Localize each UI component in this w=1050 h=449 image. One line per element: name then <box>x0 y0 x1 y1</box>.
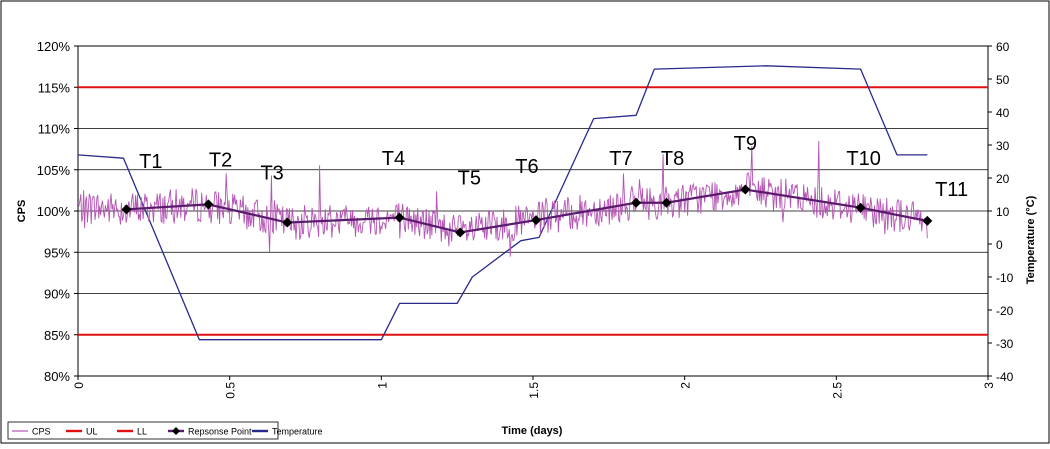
response-point-marker <box>455 227 466 238</box>
x-tick-label: 0.5 <box>224 382 238 399</box>
response-point-marker <box>740 184 751 195</box>
y-right-tick-label: -30 <box>996 337 1014 351</box>
response-point-label: T10 <box>846 148 880 170</box>
x-tick-label: 1.5 <box>527 382 541 399</box>
legend-label: UL <box>86 427 98 437</box>
y-right-tick-label: 40 <box>996 106 1010 120</box>
response-point-label: T9 <box>734 133 757 155</box>
y-axis-right-label: Temperature (°C) <box>1025 195 1037 284</box>
response-point-label: T8 <box>661 148 684 170</box>
response-point-marker <box>203 199 214 210</box>
y-left-tick-label: 115% <box>38 80 71 95</box>
y-right-tick-label: 10 <box>996 205 1010 219</box>
response-point-label: T2 <box>209 149 232 171</box>
y-left-tick-label: 80% <box>44 369 70 384</box>
y-left-tick-label: 110% <box>38 122 71 137</box>
y-left-tick-label: 100% <box>37 204 71 219</box>
x-tick-label: 1 <box>375 382 389 389</box>
response-point-label: T4 <box>382 148 405 170</box>
response-point-marker <box>394 212 405 223</box>
response-point-marker <box>282 217 293 228</box>
response-point-marker <box>855 202 866 213</box>
y-left-tick-label: 95% <box>44 245 70 260</box>
y-right-tick-label: 50 <box>996 73 1010 87</box>
response-point-label: T6 <box>515 156 538 178</box>
y-right-tick-label: 20 <box>996 172 1010 186</box>
legend-label: Temperature <box>272 427 323 437</box>
annotation-layer: T1 T2 T3 T4 T5 T6 T7 T8 T9 T10 T11 <box>139 133 968 201</box>
legend-label: CPS <box>32 427 51 437</box>
y-left-tick-label: 120% <box>37 39 71 54</box>
legend-label: LL <box>137 427 147 437</box>
y-right-tick-label: -20 <box>996 304 1014 318</box>
x-tick-label: 3 <box>982 382 996 389</box>
legend-marker <box>172 427 180 435</box>
response-point-label: T11 <box>935 179 968 201</box>
x-tick-label: 2 <box>679 382 693 389</box>
y-right-tick-label: -40 <box>996 370 1014 384</box>
response-point-marker <box>121 204 132 215</box>
response-point-marker <box>922 215 933 226</box>
y-left-tick-label: 90% <box>44 287 70 302</box>
response-point-label: T7 <box>609 148 632 170</box>
x-tick-label: 2.5 <box>830 382 844 399</box>
response-point-marker <box>531 215 542 226</box>
y-axis-left-label: CPS <box>16 200 28 223</box>
cps-series-line <box>77 140 928 257</box>
legend-box <box>7 421 279 440</box>
legend-label: Repsonse Point <box>188 427 252 437</box>
y-right-tick-label: 60 <box>996 40 1010 54</box>
axis-layer: 80% 85% 90% 95% 100% 105% 110% 115% 120% -40 -30 -2… <box>37 39 1014 399</box>
response-point-marker <box>631 197 642 208</box>
y-right-tick-label: 0 <box>996 238 1003 252</box>
series-layer <box>77 65 988 341</box>
y-left-tick-label: 85% <box>44 328 70 343</box>
response-point-marker <box>661 197 672 208</box>
y-right-tick-label: -10 <box>996 271 1014 285</box>
response-point-label: T1 <box>139 151 162 173</box>
x-axis-label: Time (days) <box>502 425 563 437</box>
y-right-tick-label: 30 <box>996 139 1010 153</box>
y-left-tick-label: 105% <box>37 163 71 178</box>
response-point-label: T3 <box>260 163 283 185</box>
legend: CPS UL LL Repsonse Point Temperature <box>7 421 323 440</box>
temperature-series-line <box>77 65 928 341</box>
response-point-label: T5 <box>458 168 481 190</box>
x-tick-label: 0 <box>72 382 86 389</box>
